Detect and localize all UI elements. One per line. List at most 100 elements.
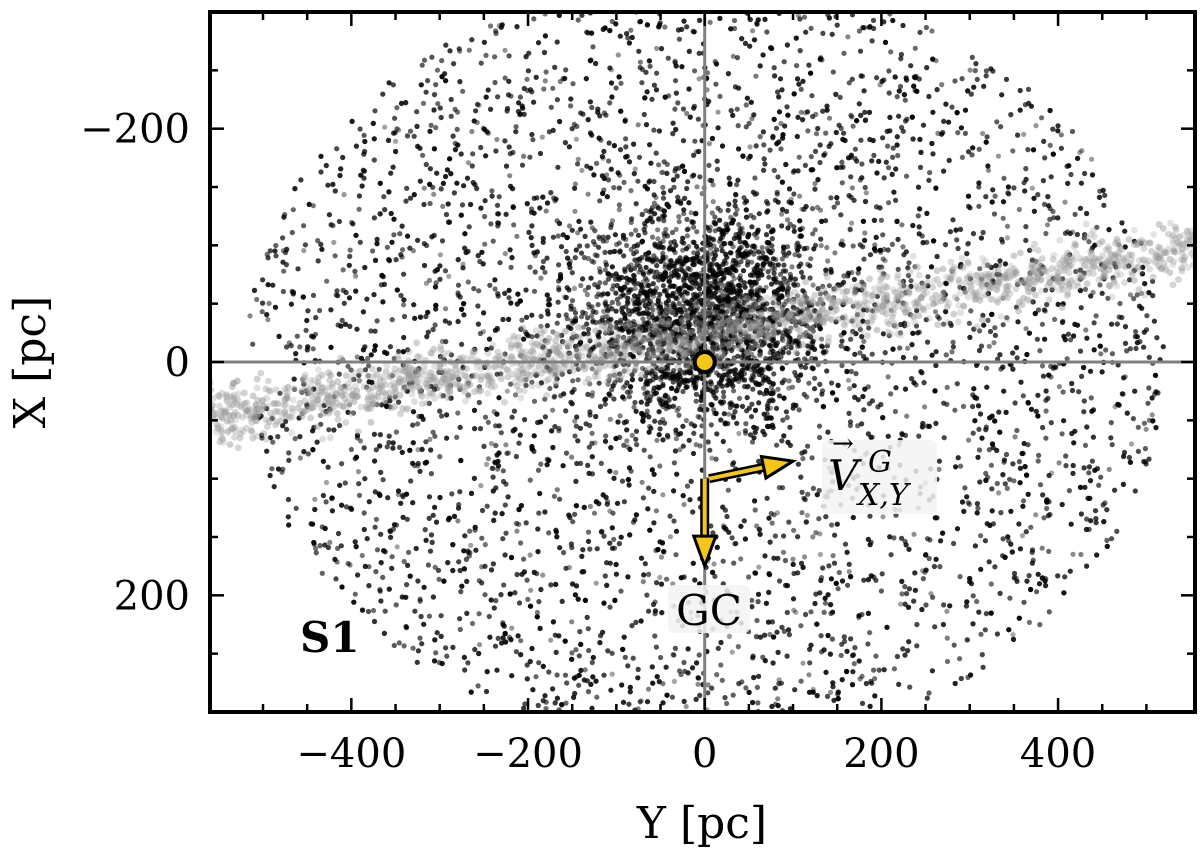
star-point [293,351,299,357]
star-point [723,4,728,9]
star-point [1082,170,1088,177]
star-point [971,84,977,90]
star-point [861,353,867,360]
star-point [957,284,963,290]
star-point [1142,281,1148,287]
star-point [306,201,312,207]
star-point [676,0,681,3]
star-point [983,470,989,476]
star-point [845,34,851,40]
star-point [782,728,787,733]
star-point [434,170,440,176]
star-point [443,339,449,345]
star-point [545,302,552,308]
star-point [607,27,613,34]
star-point [502,75,508,81]
star-point [1143,426,1149,432]
star-point [1078,551,1084,558]
star-point [1090,434,1096,440]
star-point [786,627,792,633]
star-point [846,561,852,567]
star-point [764,29,770,35]
star-point [806,672,812,678]
star-point [641,572,647,578]
star-point [582,667,588,673]
star-point [632,166,638,172]
star-point [772,685,778,691]
star-point [992,193,998,199]
star-point [473,547,479,553]
star-point [925,339,931,345]
star-point [752,507,758,513]
star-point [746,120,752,126]
star-point [1113,264,1119,270]
star-point [693,717,698,722]
star-point [1021,131,1027,137]
star-point [744,95,751,101]
star-point [606,158,612,164]
star-point [479,580,485,586]
star-point [1033,512,1039,518]
star-point [1017,546,1024,552]
star-point [770,135,776,141]
star-point [984,365,990,371]
star-point [854,1,859,6]
star-point [894,142,900,148]
star-point [661,0,666,1]
star-point [579,553,585,560]
star-point [1010,461,1016,467]
star-point [976,184,982,190]
star-point [872,676,878,682]
star-point [793,609,799,615]
star-point [445,201,451,207]
star-point [630,655,636,661]
star-point [1160,344,1166,350]
star-point [707,19,713,25]
star-point [828,689,834,696]
star-point [496,395,502,401]
star-point [529,334,535,340]
star-point [814,204,821,210]
star-point [642,561,648,567]
star-point [833,319,839,325]
star-point [860,3,865,8]
star-point [705,439,711,445]
star-point [610,0,615,3]
star-point [457,489,463,495]
star-point [492,327,498,333]
star-point [674,0,679,2]
star-point [594,729,599,734]
star-point [738,556,744,562]
star-point [305,308,311,314]
star-point [1059,319,1065,326]
star-point [912,264,918,270]
star-point [340,267,346,273]
star-point [987,328,994,335]
star-point [427,200,433,207]
star-point [592,440,598,446]
star-point [622,654,628,660]
star-point [985,317,991,323]
star-point [540,265,546,271]
star-point [513,129,519,135]
star-point [749,597,755,603]
star-point [469,37,475,43]
star-point [807,660,813,666]
star-point [751,674,757,681]
star-point [824,4,829,9]
star-point [439,58,445,64]
star-point [618,588,624,594]
star-point [1017,465,1024,471]
star-point [443,42,449,48]
star-point [415,578,421,584]
star-point [970,430,976,436]
star-point [844,549,850,555]
star-point [955,455,961,461]
star-point [629,216,635,222]
star-point [588,165,594,171]
star-point [709,455,715,461]
star-point [638,698,644,704]
star-point [430,594,436,600]
star-point [881,77,887,83]
star-point [801,495,807,501]
